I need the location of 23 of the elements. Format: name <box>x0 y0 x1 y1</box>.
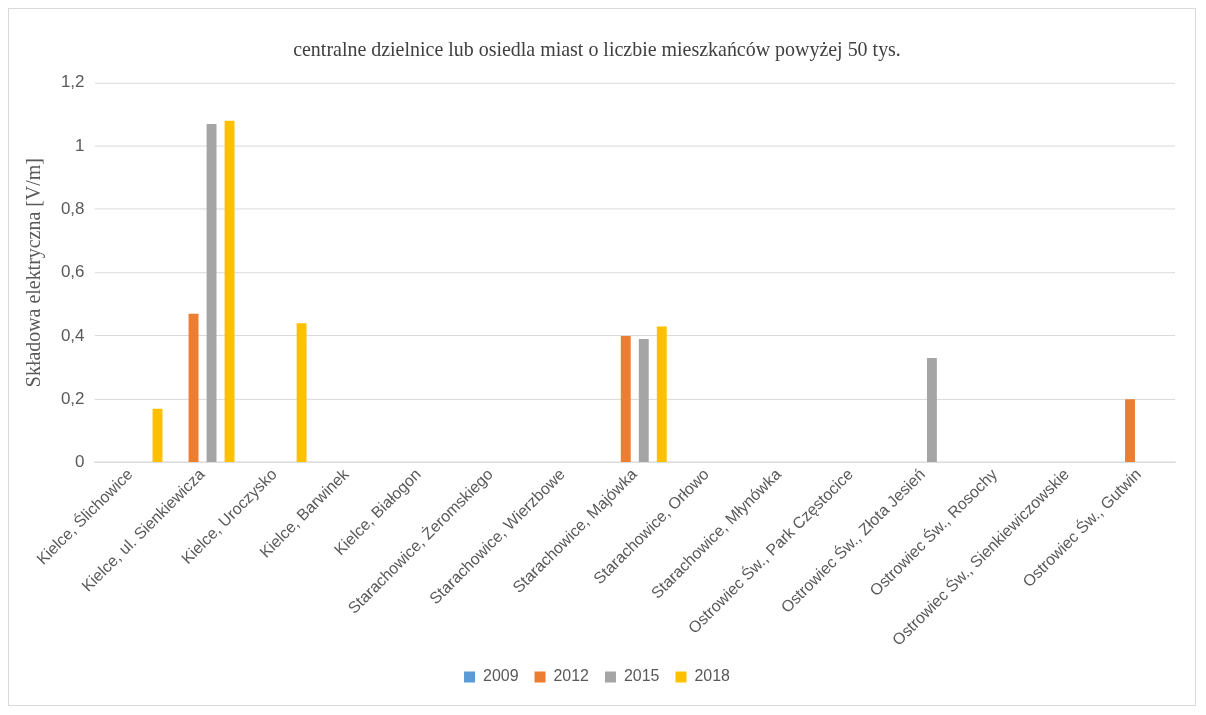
legend-label: 2012 <box>553 667 590 685</box>
bar <box>638 339 649 462</box>
y-tick-label: 0,4 <box>60 325 85 345</box>
bar <box>152 408 163 462</box>
y-tick-label: 0,2 <box>60 388 85 408</box>
bar <box>926 358 937 462</box>
y-tick-label: 0,6 <box>60 262 85 282</box>
bar <box>224 120 235 462</box>
legend-label: 2015 <box>623 667 660 685</box>
bar <box>188 313 199 462</box>
bar <box>620 335 631 462</box>
legend-label: 2009 <box>483 667 519 685</box>
bar <box>206 123 217 462</box>
chart-title: centralne dzielnice lub osiedla miast o liczbie mieszkańców powyżej 50 tys. <box>293 38 901 62</box>
y-tick-label: 0,8 <box>60 199 85 219</box>
legend-label: 2018 <box>694 667 731 685</box>
bar <box>656 326 667 462</box>
y-tick-label: 1,2 <box>60 72 85 92</box>
y-tick-label: 1 <box>75 135 85 155</box>
bar <box>1125 399 1135 462</box>
y-axis-title: Składowa elektryczna [V/m] <box>22 158 46 388</box>
y-tick-label: 0 <box>75 452 85 472</box>
bar <box>296 323 307 462</box>
